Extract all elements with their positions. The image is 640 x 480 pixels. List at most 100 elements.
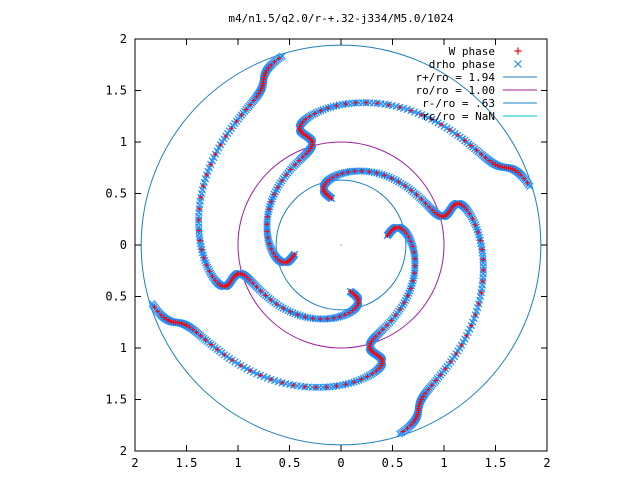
w-point [490,160,495,166]
w-point [266,241,272,247]
w-point [438,122,444,127]
w-point [388,318,394,323]
legend-label: ro/ro = 1.00 [416,84,495,97]
w-point [459,202,465,208]
w-point [275,256,281,262]
w-point [448,359,454,365]
w-point [373,368,379,374]
w-point [184,323,190,328]
w-point [393,312,399,318]
w-point [268,62,274,68]
legend-label: r+/ro = 1.94 [416,71,496,84]
w-point [379,361,385,366]
w-point [330,174,336,180]
w-point [199,247,205,253]
w-point [464,333,470,339]
center-dot [340,244,342,246]
w-point [352,305,358,311]
w-point [363,100,369,106]
w-point [318,108,324,114]
w-point [264,68,270,73]
w-point [334,383,339,389]
w-point [247,102,253,108]
w-point [513,168,518,174]
legend-label: r-/ro = .63 [422,97,495,110]
w-point [381,172,387,178]
w-point [406,234,412,240]
w-point [438,372,443,378]
w-point [296,158,302,163]
y-tick-labels: 2 1.5 1 0.5 0 0.5 1 1.5 2 [105,32,127,458]
w-point [334,172,340,178]
w-point [480,257,486,262]
w-point [295,312,301,318]
w-point [198,195,204,200]
w-point [264,221,270,227]
w-point [324,179,330,185]
w-point [415,412,420,418]
w-point [506,165,511,171]
x-tick-label: 1.5 [485,456,507,470]
w-point [410,278,416,284]
w-point [324,316,330,322]
w-point [352,168,358,174]
y-tick-label: 1 [120,341,127,355]
w-point [247,368,253,374]
w-point [346,310,352,316]
w-point [247,277,253,283]
w-point [417,399,423,405]
x-tick-label: 0.5 [279,456,301,470]
w-point [244,274,250,280]
w-point [257,372,263,378]
w-point [342,312,348,318]
w-point [408,108,414,114]
w-point [243,107,249,112]
w-point [374,170,380,176]
w-point [325,105,331,111]
w-point [204,262,210,268]
w-point [261,75,267,80]
w-point [397,104,403,110]
axis-ticks [134,38,548,452]
w-point [462,138,468,143]
w-point [200,183,206,189]
w-point [194,329,199,335]
w-point [467,211,473,217]
w-point [303,151,309,157]
y-tick-label: 1.5 [105,84,127,98]
w-point [429,207,435,213]
w-point [208,342,214,347]
x-tick-label: 1 [234,456,241,470]
legend-label: W phase [449,45,495,58]
w-point [223,133,229,139]
w-point [419,396,424,402]
w-point [477,237,483,243]
w-point [405,293,411,299]
w-point [276,56,282,61]
y-tick-label: 1.5 [105,393,127,407]
w-point [419,112,425,118]
w-point [218,142,223,148]
legend-label: rc/ro = NaN [422,110,495,123]
w-point [400,429,406,434]
w-point [266,65,271,71]
w-point [279,178,285,184]
y-tick-label: 0.5 [105,290,127,304]
legend-marker [514,47,522,55]
w-point [283,172,289,178]
w-point [268,376,274,382]
w-point [508,166,514,171]
w-point [270,250,276,256]
w-point [414,192,419,198]
w-point [412,256,418,262]
w-point [386,102,391,108]
w-point [468,143,474,148]
w-point [306,148,312,154]
w-phase-points [152,56,530,434]
w-point [432,210,438,216]
chart-title: m4/n1.5/q2.0/r-+.32-j334/M5.0/1024 [228,12,454,25]
w-point [214,347,220,352]
w-point [433,378,439,383]
